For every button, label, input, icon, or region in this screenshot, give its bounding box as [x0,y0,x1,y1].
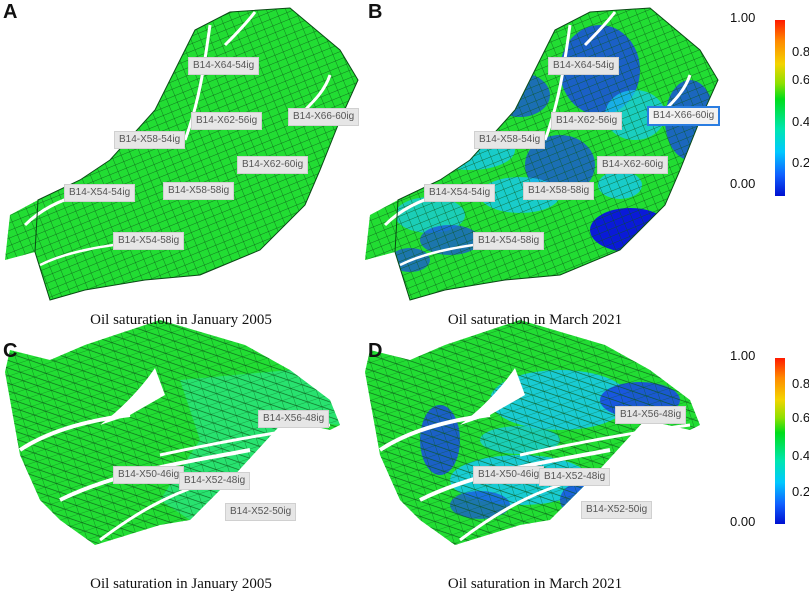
colorbar-tick: 0.80 [792,376,809,391]
well-label: B14-X62-60ig [597,156,669,174]
panel-letter-b: B [368,1,383,23]
map-b [365,7,719,301]
panel-letter-d: D [368,340,383,362]
well-label: B14-X52-48ig [539,468,611,486]
colorbar-tick: 0.40 [792,448,809,463]
colorbar-tick: 0.60 [792,410,809,425]
map-a [5,7,359,301]
well-label-highlighted: B14-X66-60ig [647,106,721,126]
well-label: B14-X50-46ig [113,466,185,484]
well-label: B14-X52-48ig [179,472,251,490]
well-label: B14-X62-60ig [237,156,309,174]
well-label: B14-X54-58ig [473,232,545,250]
well-label: B14-X58-54ig [474,131,546,149]
colorbar-tick: 1.00 [730,348,756,363]
colorbar-tick: 0.20 [792,155,809,170]
well-label: B14-X54-54ig [424,184,496,202]
colorbar-tick: 0.40 [792,114,809,129]
well-label: B14-X66-60ig [288,108,360,126]
well-label: B14-X54-58ig [113,232,185,250]
colorbar-tick: 0.80 [792,44,809,59]
panel-letter-c: C [3,340,18,362]
well-label: B14-X58-54ig [114,131,186,149]
colorbar-gradient [775,20,785,196]
caption-a: Oil saturation in January 2005 [90,312,272,328]
caption-b: Oil saturation in March 2021 [447,312,623,328]
well-label: B14-X62-56ig [191,112,263,130]
caption-c: Oil saturation in January 2005 [90,576,272,592]
colorbar-tick: 1.00 [730,10,756,25]
well-label: B14-X52-50ig [581,501,653,519]
well-label: B14-X58-58ig [163,182,235,200]
well-label: B14-X50-46ig [473,466,545,484]
colorbar-tick: 0.00 [730,176,756,191]
map-c [5,320,340,545]
well-label: B14-X56-48ig [615,406,687,424]
well-label: B14-X56-48ig [258,410,330,428]
colorbar-tick: 0.60 [792,72,809,87]
well-label: B14-X64-54ig [188,57,260,75]
colorbar-gradient [775,358,785,524]
well-label: B14-X54-54ig [64,184,136,202]
well-label: B14-X62-56ig [551,112,623,130]
well-label: B14-X58-58ig [523,182,595,200]
colorbar-tick: 0.20 [792,484,809,499]
panel-letter-a: A [3,1,18,23]
well-label: B14-X52-50ig [225,503,297,521]
caption-d: Oil saturation in March 2021 [447,576,623,592]
colorbar-tick: 0.00 [730,514,756,529]
well-label: B14-X64-54ig [548,57,620,75]
